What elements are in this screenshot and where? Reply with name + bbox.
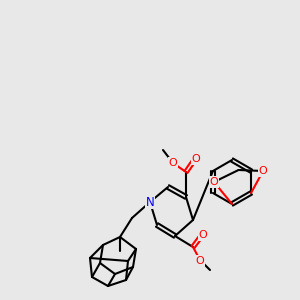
Text: N: N <box>146 196 154 208</box>
Text: O: O <box>259 166 267 176</box>
Text: O: O <box>210 177 218 187</box>
Text: O: O <box>199 230 207 240</box>
Text: O: O <box>196 256 204 266</box>
Text: O: O <box>192 154 200 164</box>
Text: O: O <box>169 158 177 168</box>
